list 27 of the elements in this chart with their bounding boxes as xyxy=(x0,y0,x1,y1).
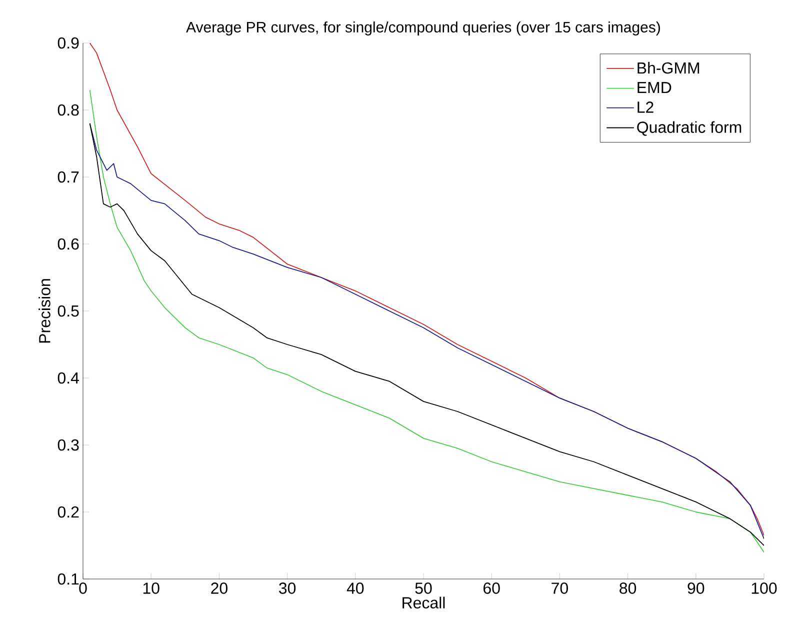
x-tick-label: 70 xyxy=(552,582,568,594)
y-tick-label: 0.3 xyxy=(58,439,79,451)
x-tick-label: 30 xyxy=(279,582,296,594)
y-tick-label: 0.1 xyxy=(58,573,79,585)
legend-label: Quadratic form xyxy=(637,121,742,136)
legend-label: EMD xyxy=(638,82,672,94)
x-tick-label: 20 xyxy=(211,582,228,594)
y-tick-label: 0.2 xyxy=(58,506,79,518)
x-tick-label: 90 xyxy=(688,582,704,594)
legend-label: Bh-GMM xyxy=(638,62,700,74)
y-tick-label: 0.7 xyxy=(58,171,79,183)
x-tick-label: 80 xyxy=(620,582,636,594)
y-tick-label: 0.5 xyxy=(58,305,79,317)
x-axis-title: Recall xyxy=(402,596,445,608)
y-tick-label: 0.4 xyxy=(58,372,79,384)
y-tick-label: 0.8 xyxy=(58,104,79,116)
x-tick-label: 40 xyxy=(346,582,364,594)
x-tick-label: 50 xyxy=(415,582,432,594)
x-tick-label: 60 xyxy=(484,582,500,594)
y-tick-label: 0.9 xyxy=(58,37,79,49)
y-axis-title: Precision xyxy=(38,279,50,343)
x-tick-label: 10 xyxy=(143,582,160,594)
x-tick-label: 0 xyxy=(79,582,87,594)
y-tick-label: 0.6 xyxy=(58,238,79,250)
legend-label: L2 xyxy=(638,102,654,113)
chart-title: Average PR curves, for single/compound queries (over 15 cars images) xyxy=(186,21,660,36)
x-tick-label: 100 xyxy=(752,582,777,594)
